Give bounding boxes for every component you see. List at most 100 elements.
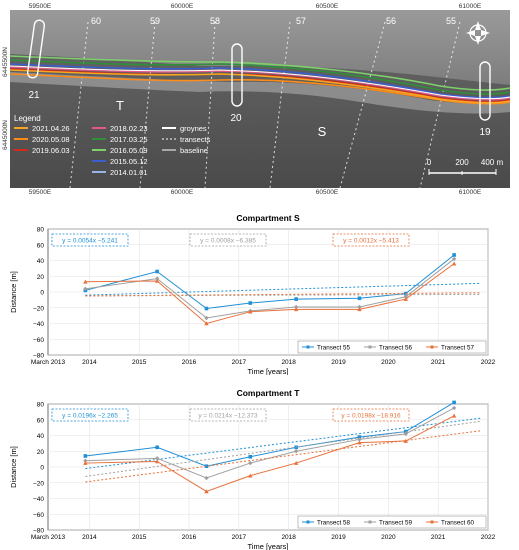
- legend-date-label: 2021.04.26: [32, 124, 70, 133]
- legend-title: Legend: [14, 114, 41, 123]
- data-point: [452, 253, 456, 257]
- data-point: [451, 405, 457, 411]
- x-tick-label: 2022: [481, 359, 496, 366]
- x-tick-label: 2021: [431, 359, 446, 366]
- scale-bar: 0 200 400 m: [427, 158, 503, 175]
- data-point: [451, 256, 457, 262]
- x-tick-label: 2020: [381, 359, 396, 366]
- data-point: [293, 460, 299, 465]
- x-tick-label: 2018: [281, 534, 296, 541]
- data-point: [357, 304, 362, 310]
- data-point: [293, 449, 299, 454]
- grid-bottom-label: 61000E: [459, 189, 482, 195]
- chart-compartment-s: Compartment S March 2013 2014 2015 2016 2017 2…: [9, 213, 496, 375]
- trend-equation-box: [332, 408, 410, 422]
- grid-top-label: 60500E: [316, 3, 339, 10]
- legend-date-label: 2016.05.09: [110, 146, 148, 155]
- data-point: [204, 306, 209, 311]
- data-point: [403, 438, 408, 443]
- legend-symbol-label: groynes: [180, 124, 207, 133]
- grid-bottom-label: 60500E: [316, 189, 339, 195]
- grid-top-label: 61000E: [459, 3, 482, 10]
- x-tick-label: 2015: [132, 534, 147, 541]
- data-point: [248, 473, 253, 478]
- y-tick-label: −40: [33, 496, 44, 503]
- grid-top-label: 60000E: [171, 3, 194, 10]
- legend-date-label: 2018.02.23: [110, 124, 148, 133]
- y-axis-label: Distance [m]: [9, 446, 18, 488]
- x-tick-label: 2018: [281, 359, 296, 366]
- transect-number: 59: [150, 16, 160, 26]
- legend-entry: Transect 55: [317, 345, 351, 352]
- groyne-number: 19: [479, 127, 491, 138]
- data-point: [154, 276, 160, 281]
- x-tick-label: 2019: [331, 359, 346, 366]
- data-point: [204, 321, 209, 326]
- transect-number: 56: [386, 16, 396, 26]
- data-point: [452, 400, 456, 405]
- data-point: [248, 460, 253, 466]
- scale-label-200: 200: [455, 158, 469, 167]
- map-grid-labels: 59500E 60000E 60500E 61000E 59500E 60000E 6050…: [2, 3, 482, 195]
- data-point: [451, 413, 457, 418]
- data-point: [83, 454, 88, 458]
- data-point: [83, 279, 88, 284]
- data-point: [83, 458, 88, 463]
- trend-equation: y = 0.0196x −2.265: [62, 413, 118, 420]
- legend-entry: Transect 58: [317, 520, 351, 527]
- legend-marker: [306, 345, 310, 349]
- y-tick-label: −20: [33, 305, 44, 312]
- data-point: [248, 301, 253, 305]
- x-tick-label: March 2013: [31, 359, 66, 366]
- legend-entry: Transect 57: [441, 345, 475, 352]
- y-tick-label: 0: [40, 290, 44, 297]
- data-point: [204, 315, 209, 321]
- trend-equation-box: [51, 408, 129, 422]
- data-point: [155, 269, 159, 274]
- legend-marker: [430, 345, 434, 349]
- legend-symbol-entries: groynes transects baseline: [162, 124, 211, 155]
- data-point: [451, 261, 457, 266]
- legend-date-label: 2014.01.01: [110, 168, 148, 177]
- legend-date-label: 2015.05.12: [110, 157, 148, 166]
- groyne-19: [479, 61, 491, 121]
- y-tick-label: 40: [37, 433, 45, 440]
- data-point: [293, 307, 299, 312]
- transect-number-labels: 60 59 58 57 56 55: [91, 16, 456, 26]
- legend-marker: [368, 520, 372, 524]
- trend-line: [85, 420, 481, 477]
- data-point: [357, 296, 362, 301]
- groynes: [26, 19, 491, 121]
- y-tick-label: 20: [37, 274, 45, 281]
- trend-line: [85, 292, 481, 297]
- x-tick-label: 2020: [381, 534, 396, 541]
- data-point: [293, 304, 299, 310]
- series-line: [85, 263, 455, 325]
- legend-marker: [306, 520, 310, 524]
- trend-equation: y = 0.0008x −6.385: [200, 238, 256, 245]
- x-tick-label: 2017: [232, 534, 247, 541]
- x-tick-label: 2019: [331, 534, 346, 541]
- legend-date-label: 2019.06.03: [32, 146, 70, 155]
- x-tick-label: 2022: [481, 534, 496, 541]
- grid-left-label: 6445000N: [2, 120, 9, 150]
- trend-equation: y = 0.0214x −12.373: [198, 413, 258, 420]
- data-point: [248, 454, 253, 459]
- data-point: [204, 464, 209, 469]
- x-axis-label: Time [years]: [248, 542, 289, 550]
- x-tick-label: 2014: [82, 534, 97, 541]
- trend-equation: y = 0.0198x −18.916: [341, 413, 401, 420]
- groyne-number-labels: 21 20 19: [28, 90, 491, 138]
- data-point: [248, 309, 253, 314]
- data-point: [403, 429, 408, 434]
- legend-marker: [368, 345, 372, 349]
- y-tick-label: 0: [40, 465, 44, 472]
- scale-label-0: 0: [427, 158, 432, 167]
- data-point: [154, 278, 160, 283]
- data-point: [357, 435, 362, 439]
- trend-line: [85, 430, 481, 483]
- y-tick-label: −60: [33, 337, 44, 344]
- data-point: [357, 437, 362, 442]
- legend-date-label: 2017.03.25: [110, 135, 148, 144]
